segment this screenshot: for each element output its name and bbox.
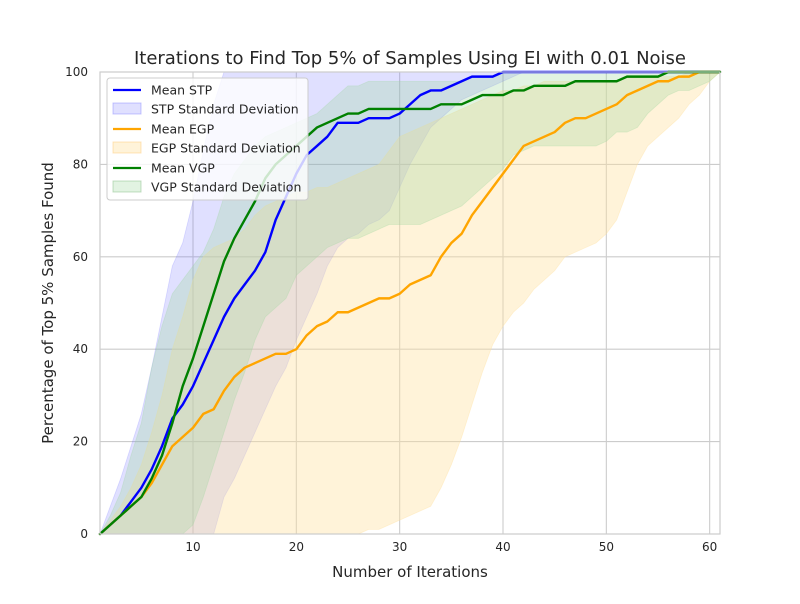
x-tick-label: 40 <box>495 540 510 554</box>
y-tick-label: 80 <box>73 157 88 171</box>
chart-title: Iterations to Find Top 5% of Samples Usi… <box>134 48 686 69</box>
tick-layer: 10 20 30 40 50 60 0 20 40 60 80 100 <box>65 65 717 554</box>
y-axis-label: Percentage of Top 5% Samples Found <box>39 162 57 444</box>
x-axis-label: Number of Iterations <box>332 563 488 581</box>
plot-frame <box>99 71 721 535</box>
legend-label-mean-stp: Mean STP <box>151 83 213 98</box>
x-tick-label: 10 <box>185 540 200 554</box>
y-tick-label: 100 <box>65 65 88 79</box>
legend-label-mean-egp: Mean EGP <box>151 122 215 137</box>
legend-swatch-stp-std <box>112 102 142 115</box>
mean-vgp-line <box>98 70 722 536</box>
legend: Mean STP STP Standard Deviation Mean EGP… <box>106 77 309 201</box>
x-tick-label: 60 <box>702 540 717 554</box>
x-tick-label: 30 <box>392 540 407 554</box>
legend-label-stp-std: STP Standard Deviation <box>151 102 299 117</box>
x-tick-label: 50 <box>599 540 614 554</box>
grid-layer <box>100 71 720 535</box>
y-tick-label: 60 <box>73 250 88 264</box>
y-tick-label: 40 <box>73 342 88 356</box>
legend-swatch-egp-std <box>112 141 142 154</box>
y-tick-label: 0 <box>80 527 88 541</box>
legend-box <box>106 77 309 201</box>
legend-swatch-vgp-std <box>112 180 142 193</box>
legend-label-mean-vgp: Mean VGP <box>151 161 215 176</box>
mean-egp-line <box>98 70 722 536</box>
legend-label-vgp-std: VGP Standard Deviation <box>151 180 301 195</box>
legend-label-egp-std: EGP Standard Deviation <box>151 141 301 156</box>
x-tick-label: 20 <box>289 540 304 554</box>
y-tick-label: 20 <box>73 435 88 449</box>
